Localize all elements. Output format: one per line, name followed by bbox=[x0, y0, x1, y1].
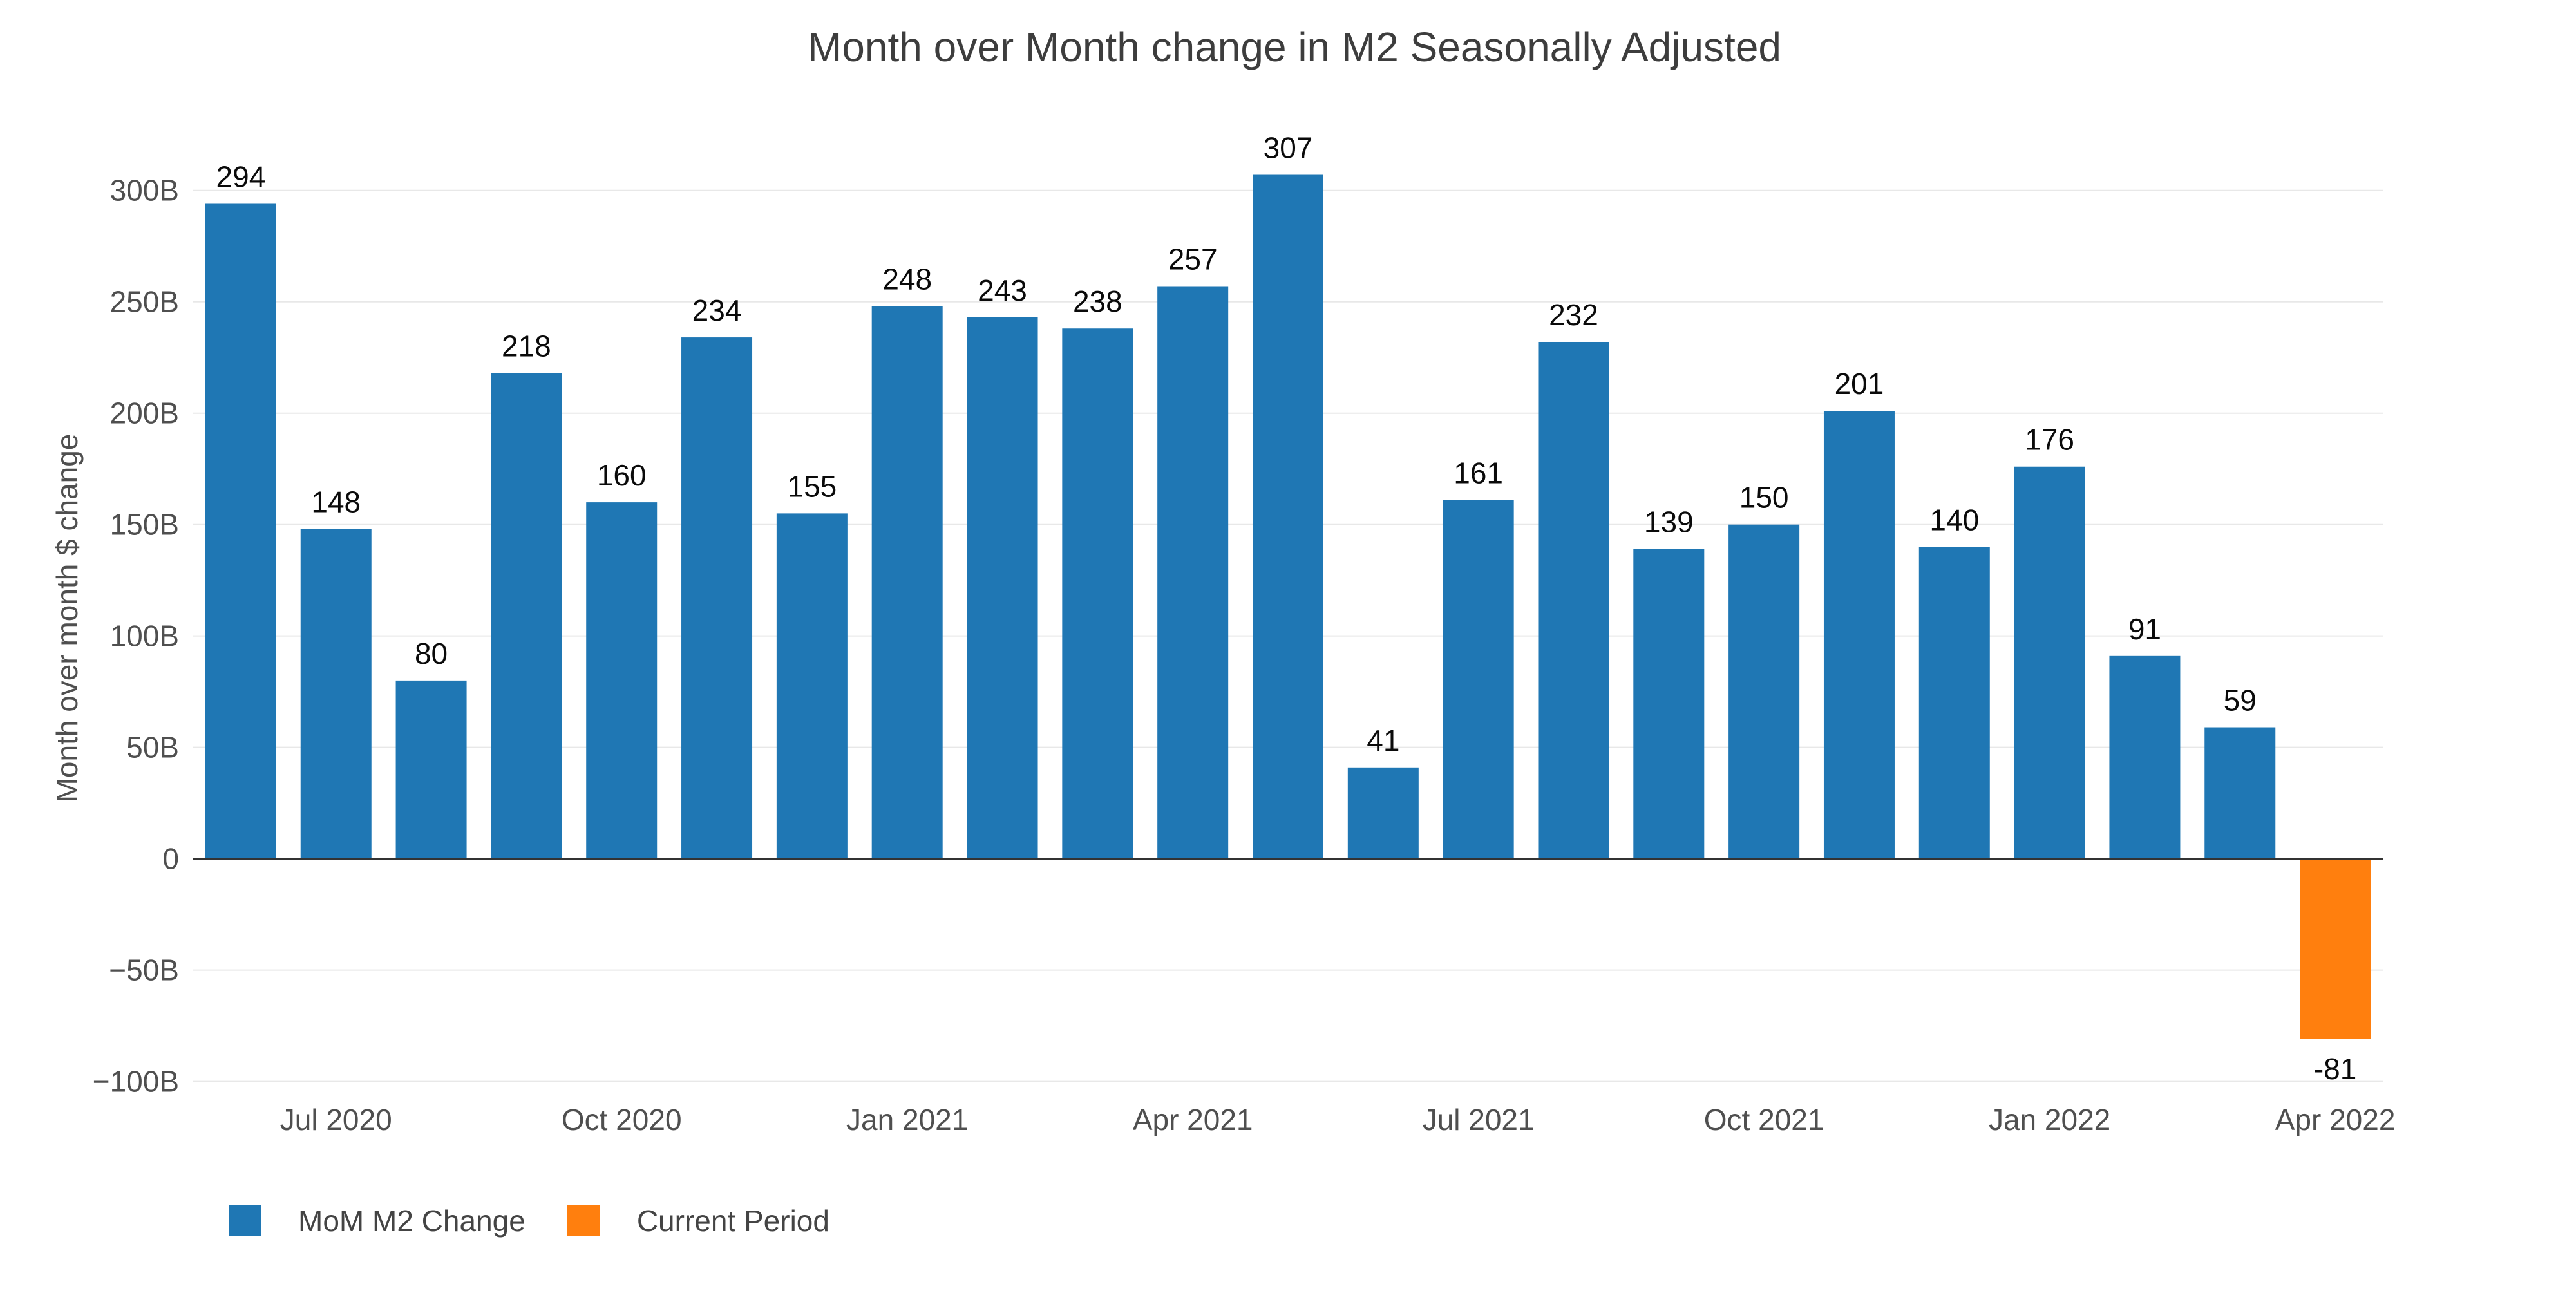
bar-value-label: 201 bbox=[1835, 367, 1884, 400]
y-axis-title: Month over month $ change bbox=[50, 434, 84, 803]
bar bbox=[1062, 328, 1133, 859]
x-tick-label: Jan 2021 bbox=[846, 1103, 968, 1136]
legend-swatch bbox=[229, 1205, 261, 1236]
bar-value-label: 234 bbox=[692, 294, 742, 327]
bar-value-label: 80 bbox=[415, 637, 448, 670]
bar bbox=[586, 502, 658, 859]
bar-value-label: 232 bbox=[1549, 298, 1598, 332]
x-tick-label: Jan 2022 bbox=[1989, 1103, 2110, 1136]
legend-item-mom-m2-change[interactable]: MoM M2 Change bbox=[229, 1205, 526, 1236]
bar bbox=[1253, 174, 1323, 859]
y-tick-label: 300B bbox=[110, 174, 179, 207]
bar bbox=[1538, 341, 1609, 859]
bar bbox=[1633, 549, 1705, 859]
y-tick-label: 250B bbox=[110, 285, 179, 319]
legend-label: MoM M2 Change bbox=[298, 1204, 526, 1238]
bar-current-period bbox=[2300, 858, 2371, 1039]
bar-value-label: 41 bbox=[1367, 724, 1399, 757]
bar bbox=[300, 529, 372, 859]
x-tick-label: Apr 2021 bbox=[1133, 1103, 1253, 1136]
y-tick-label: 200B bbox=[110, 397, 179, 430]
bar-value-label: 140 bbox=[1929, 503, 1979, 536]
bar bbox=[1347, 767, 1419, 859]
bar-value-label: 148 bbox=[311, 485, 361, 519]
bar bbox=[1443, 500, 1514, 859]
y-tick-label: 150B bbox=[110, 508, 179, 542]
x-tick-label: Jul 2021 bbox=[1423, 1103, 1535, 1136]
bar-value-label: 218 bbox=[502, 329, 551, 363]
bar-value-label: 150 bbox=[1739, 481, 1789, 514]
y-tick-label: −100B bbox=[93, 1065, 179, 1098]
bar bbox=[776, 513, 848, 859]
x-tick-label: Jul 2020 bbox=[280, 1103, 392, 1136]
bar bbox=[2204, 727, 2276, 859]
bar-value-label: 161 bbox=[1454, 457, 1503, 490]
bar-value-label: 176 bbox=[2025, 423, 2074, 457]
bar bbox=[395, 680, 467, 859]
bar-value-label: 257 bbox=[1168, 243, 1218, 276]
bar-value-label: 243 bbox=[978, 274, 1027, 307]
bar-value-label: 139 bbox=[1644, 505, 1694, 539]
legend-swatch bbox=[567, 1205, 600, 1236]
y-tick-label: 50B bbox=[126, 731, 179, 764]
bar-value-label: 91 bbox=[2128, 612, 2161, 646]
x-axis-tick-labels: Jul 2020 Oct 2020 Jan 2021 Apr 2021 Jul 2021… bbox=[280, 1103, 2396, 1136]
x-tick-label: Oct 2021 bbox=[1704, 1103, 1824, 1136]
bars bbox=[205, 174, 2371, 1039]
x-tick-label: Oct 2020 bbox=[562, 1103, 682, 1136]
bar bbox=[871, 306, 943, 859]
bar-value-labels: 294 148 80 218 160 234 155 248 243 238 257 307 41 161… bbox=[216, 131, 2357, 1086]
legend: MoM M2 Change Current Period bbox=[229, 1205, 829, 1236]
bar-value-label: 59 bbox=[2224, 684, 2257, 717]
chart-title: Month over Month change in M2 Seasonally… bbox=[808, 24, 1781, 70]
bar bbox=[1918, 547, 1990, 859]
bar-value-label: -81 bbox=[2314, 1052, 2356, 1086]
bar bbox=[205, 203, 276, 859]
bar bbox=[2109, 655, 2181, 859]
bar bbox=[491, 373, 562, 859]
y-axis-tick-labels: 300B 250B 200B 150B 100B 50B 0 −50B −100B bbox=[93, 174, 179, 1098]
bar bbox=[1157, 286, 1229, 859]
bar bbox=[681, 337, 753, 859]
legend-item-current-period[interactable]: Current Period bbox=[567, 1205, 829, 1236]
bar bbox=[1823, 411, 1895, 859]
legend-label: Current Period bbox=[636, 1204, 829, 1238]
bar bbox=[967, 317, 1038, 859]
bar-value-label: 238 bbox=[1073, 285, 1122, 318]
y-tick-label: −50B bbox=[109, 954, 179, 987]
bar-value-label: 248 bbox=[882, 263, 932, 296]
y-tick-label: 100B bbox=[110, 619, 179, 653]
y-tick-label: 0 bbox=[162, 842, 179, 876]
bar-value-label: 307 bbox=[1264, 131, 1313, 165]
bar-value-label: 294 bbox=[216, 160, 266, 193]
bar-value-label: 155 bbox=[787, 469, 837, 503]
x-tick-label: Apr 2022 bbox=[2275, 1103, 2396, 1136]
bar bbox=[2014, 466, 2085, 859]
bar bbox=[1728, 524, 1800, 859]
bar-value-label: 160 bbox=[597, 458, 647, 492]
